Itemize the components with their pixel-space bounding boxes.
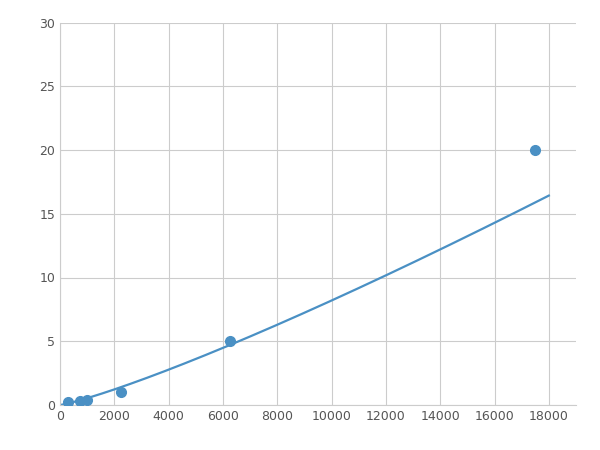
Point — [76, 397, 85, 404]
Point — [225, 338, 235, 345]
Point — [530, 146, 540, 153]
Point — [116, 389, 126, 396]
Point — [82, 396, 92, 404]
Point — [64, 399, 73, 406]
